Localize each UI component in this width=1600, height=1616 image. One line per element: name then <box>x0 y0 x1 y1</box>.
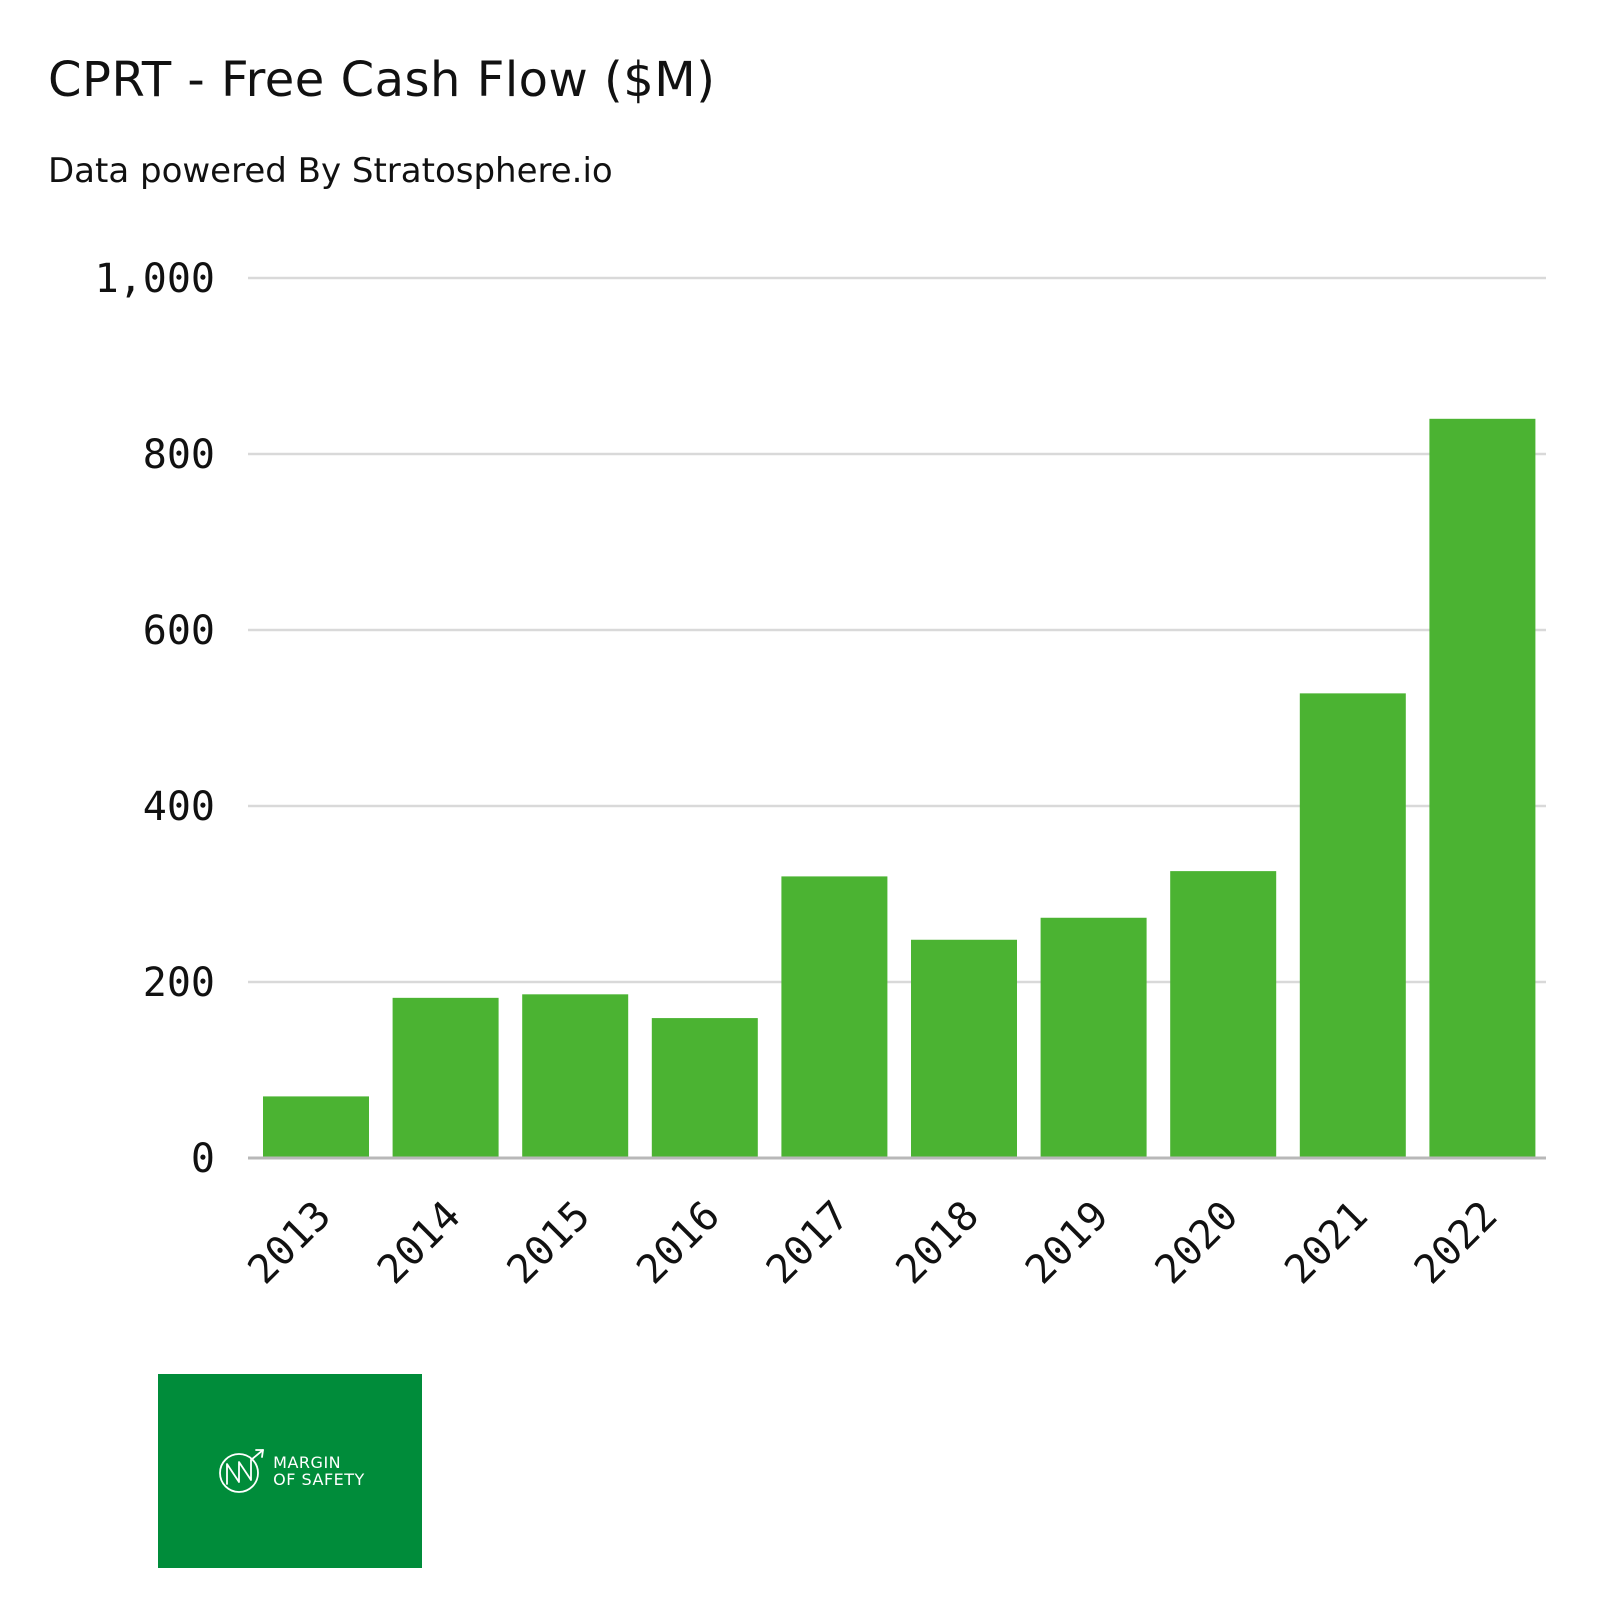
bar-2013 <box>263 1096 369 1158</box>
x-tick-label: 2021 <box>1276 1193 1377 1294</box>
x-tick-label: 2017 <box>758 1193 859 1294</box>
chart-title: CPRT - Free Cash Flow ($M) <box>48 52 716 108</box>
bars <box>263 418 1536 1158</box>
y-tick-label: 1,000 <box>95 256 215 302</box>
x-tick-label: 2016 <box>628 1193 729 1294</box>
y-tick-label: 0 <box>191 1136 215 1182</box>
x-tick-label: 2022 <box>1406 1193 1507 1294</box>
margin-of-safety-logo: MARGIN OF SAFETY <box>158 1374 422 1568</box>
bar-2017 <box>781 876 888 1158</box>
x-tick-label: 2018 <box>887 1193 988 1294</box>
bar-2022 <box>1429 418 1536 1158</box>
y-tick-label: 200 <box>143 960 215 1006</box>
x-tick-label: 2019 <box>1017 1193 1118 1294</box>
x-tick-label: 2015 <box>499 1193 600 1294</box>
x-tick-label: 2020 <box>1147 1193 1248 1294</box>
x-tick-label: 2014 <box>369 1193 470 1294</box>
logo-wordmark: MARGIN OF SAFETY <box>273 1454 365 1488</box>
logo-line-1: MARGIN <box>273 1453 342 1472</box>
bar-2019 <box>1040 917 1147 1158</box>
bar-2020 <box>1170 871 1277 1158</box>
y-tick-labels: 0 200 400 600 800 1,000 <box>95 256 215 1182</box>
bar-2016 <box>651 1018 758 1158</box>
y-tick-label: 400 <box>143 784 215 830</box>
y-tick-label: 600 <box>143 608 215 654</box>
bar-2018 <box>911 939 1017 1158</box>
x-tick-label: 2013 <box>239 1193 340 1294</box>
logo-line-2: OF SAFETY <box>273 1470 365 1489</box>
chart-subtitle: Data powered By Stratosphere.io <box>48 151 613 191</box>
bar-2021 <box>1299 693 1406 1158</box>
bar-2015 <box>522 994 629 1158</box>
y-tick-label: 800 <box>143 432 215 478</box>
x-tick-labels: 2013 2014 2015 2016 2017 2018 2019 2020 2021 2022 <box>239 1193 1506 1294</box>
trend-arrow-icon <box>219 1449 265 1493</box>
bar-2014 <box>392 997 499 1158</box>
